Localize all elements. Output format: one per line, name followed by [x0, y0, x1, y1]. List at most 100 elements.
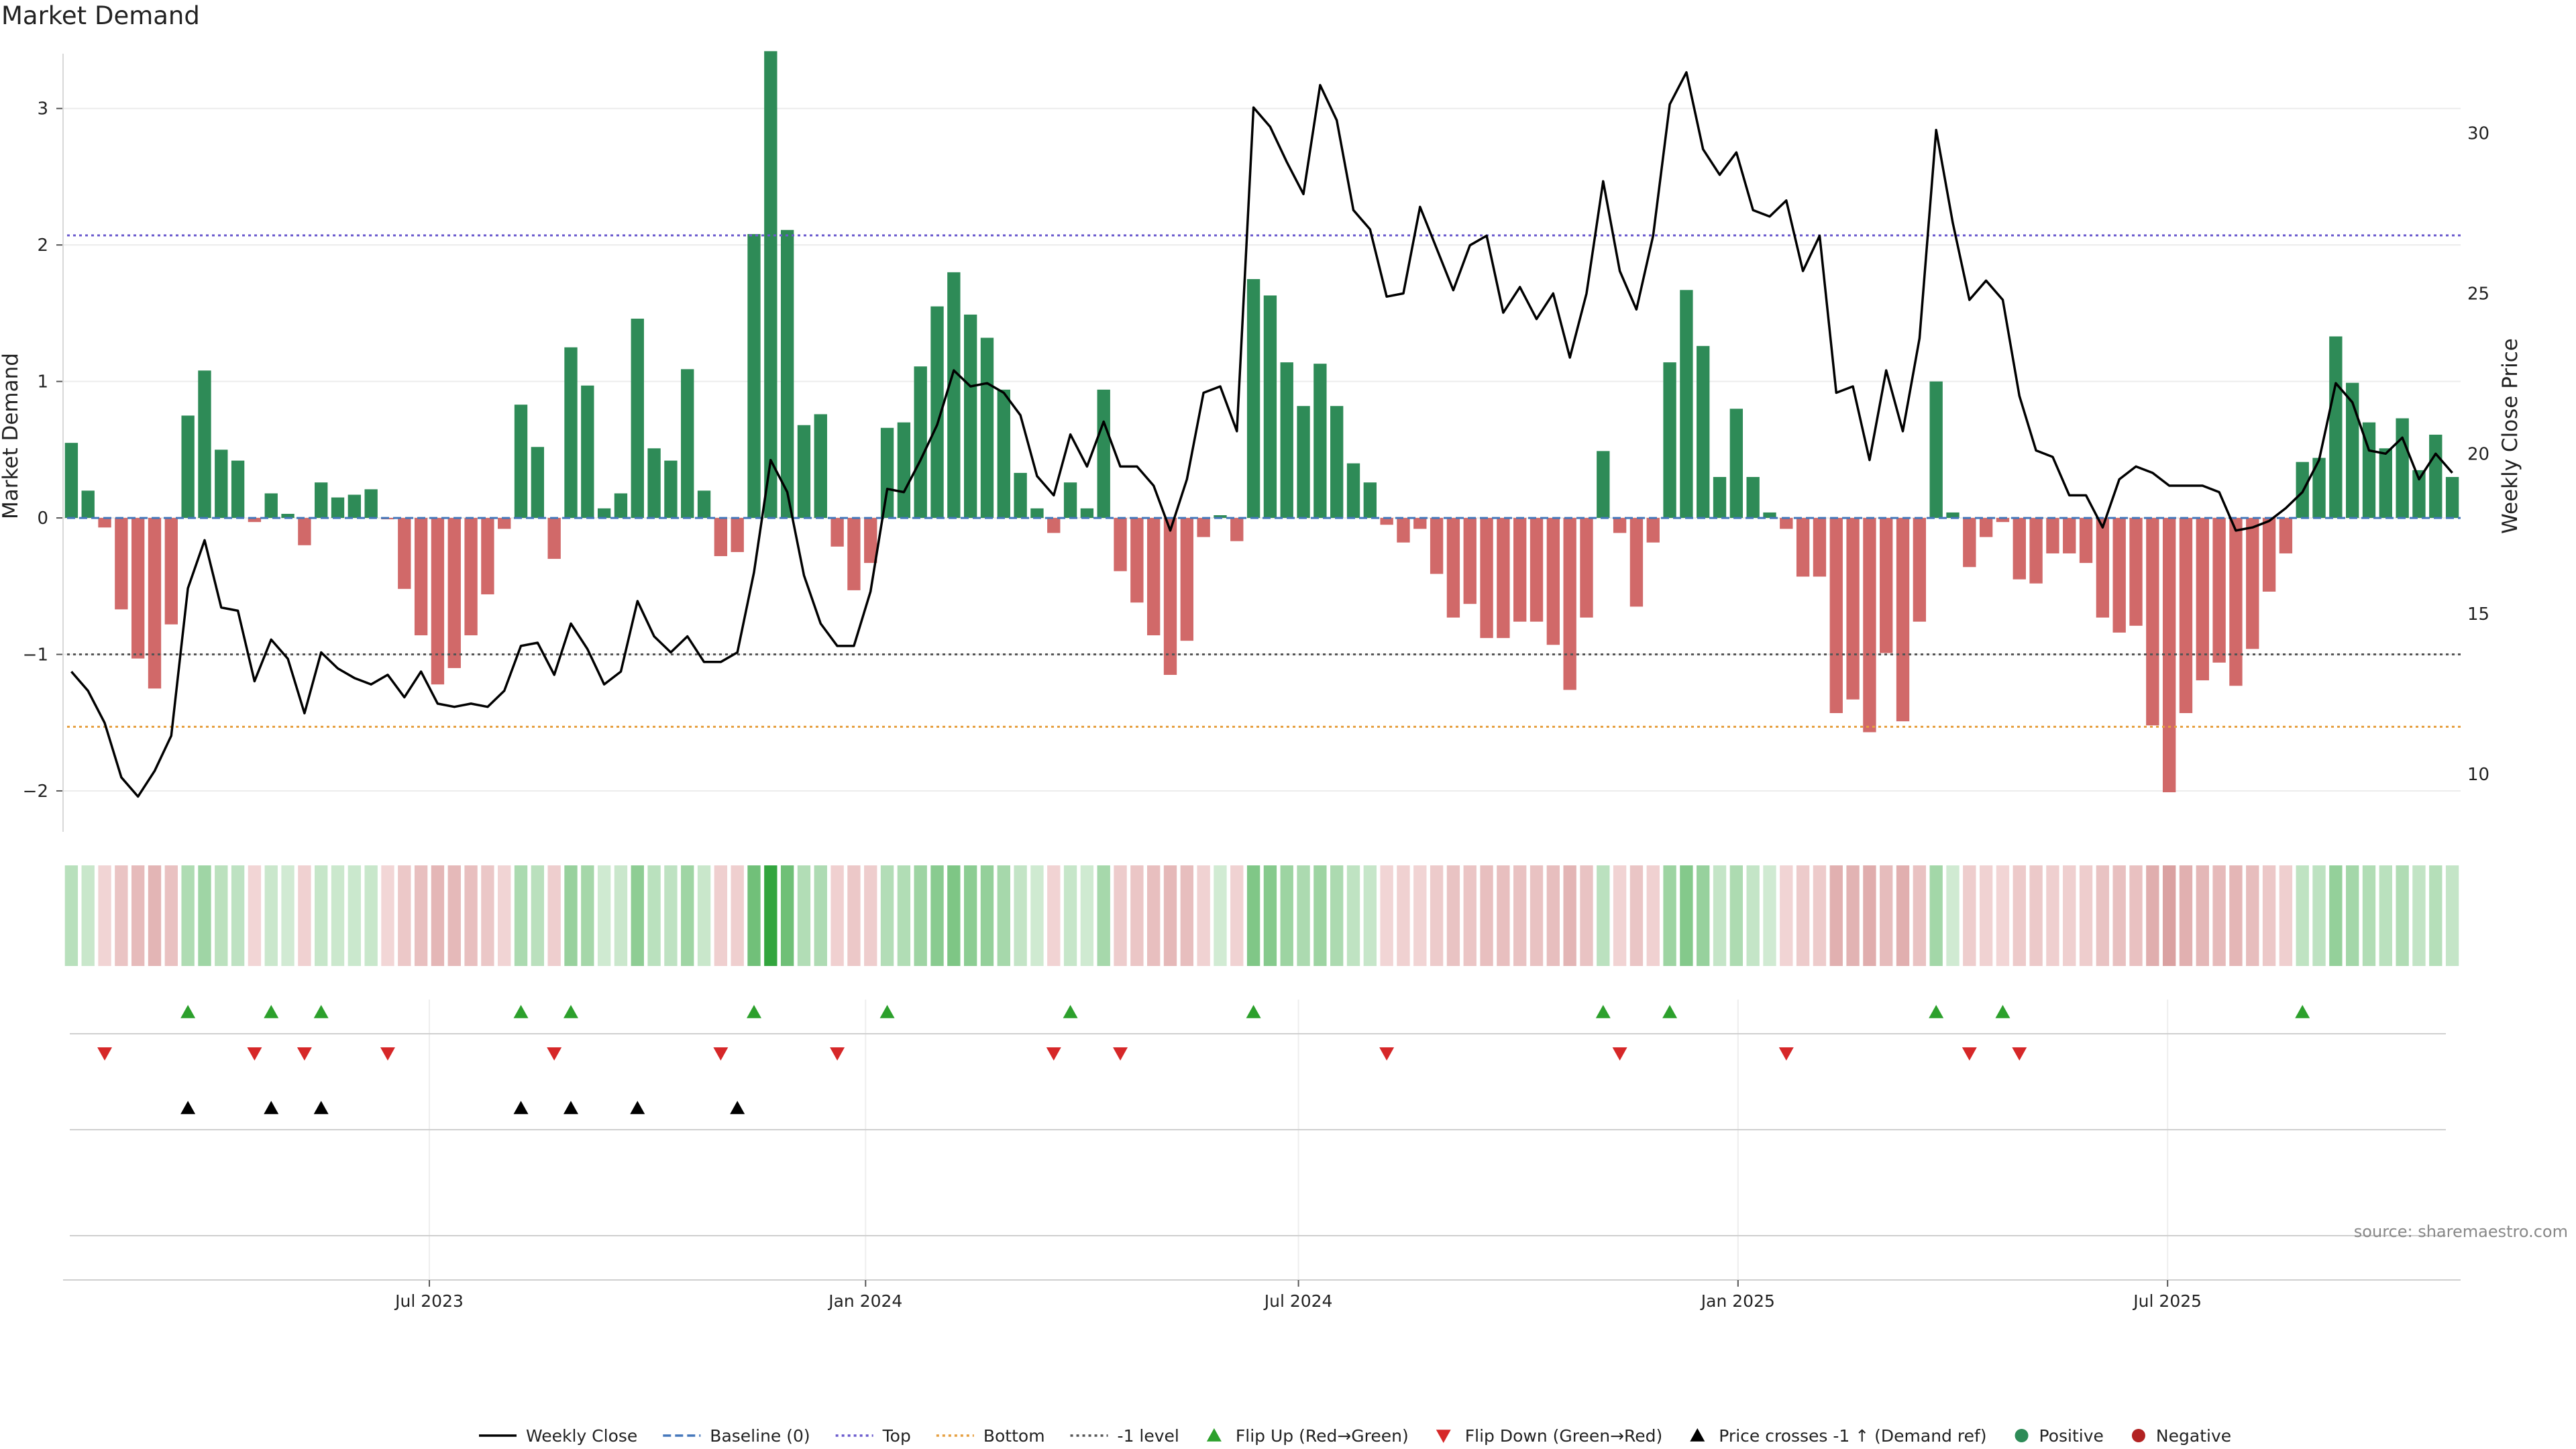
heat-cell	[2329, 865, 2343, 966]
demand-bar-positive	[531, 447, 545, 519]
heat-cell	[64, 865, 78, 966]
heat-cell	[1163, 865, 1177, 966]
demand-bar-positive	[814, 414, 827, 519]
heat-cell	[1929, 865, 1943, 966]
legend-item: Flip Up (Red→Green)	[1206, 1426, 1409, 1446]
heat-cell	[1280, 865, 1293, 966]
demand-bar-positive	[914, 366, 927, 519]
heat-cell	[298, 865, 311, 966]
heat-cell	[1697, 865, 1710, 966]
demand-bar-negative	[464, 518, 478, 636]
heat-cell	[980, 865, 994, 966]
legend-item: Flip Down (Green→Red)	[1436, 1426, 1662, 1446]
legend-swatch-triangle	[1690, 1428, 1705, 1442]
heat-cell	[148, 865, 162, 966]
demand-bar-negative	[398, 518, 411, 589]
demand-bar-negative	[1529, 518, 1544, 622]
x-tick-label: Jul 2023	[394, 1291, 464, 1311]
heat-cell	[464, 865, 478, 966]
heat-cell	[2096, 865, 2110, 966]
demand-bar-positive	[198, 370, 211, 519]
y2-tick-label: 25	[2467, 284, 2489, 304]
heat-cell	[2162, 865, 2176, 966]
demand-bar-positive	[1280, 362, 1293, 519]
y2-tick-label: 10	[2467, 765, 2489, 785]
heat-cell	[897, 865, 911, 966]
demand-bar-positive	[1313, 364, 1327, 519]
demand-bar-negative	[248, 518, 262, 523]
heat-cell	[1763, 865, 1776, 966]
demand-bar-negative	[1463, 518, 1477, 604]
heat-cell	[531, 865, 545, 966]
heat-cell	[2029, 865, 2043, 966]
demand-bar-negative	[847, 518, 861, 590]
heat-cell	[1979, 865, 1993, 966]
heat-cell	[947, 865, 961, 966]
demand-bar-positive	[930, 306, 944, 519]
demand-bar-negative	[1480, 518, 1493, 639]
heat-cell	[2429, 865, 2443, 966]
heat-cell	[281, 865, 294, 966]
demand-bar-negative	[115, 518, 128, 610]
y-tick-label: −2	[23, 782, 48, 802]
heat-cell	[2112, 865, 2126, 966]
heat-cell	[1796, 865, 1810, 966]
demand-bar-negative	[1380, 518, 1393, 525]
heat-cell	[564, 865, 578, 966]
heat-cell	[1713, 865, 1727, 966]
heat-cell	[1546, 865, 1560, 966]
flip-up-marker	[2295, 1005, 2310, 1018]
legend-item: Baseline (0)	[663, 1426, 810, 1446]
heat-cell	[1446, 865, 1460, 966]
heat-cell	[1996, 865, 2010, 966]
demand-bar-positive	[1063, 482, 1077, 519]
demand-bar-positive	[697, 490, 711, 519]
heat-cell	[1846, 865, 1860, 966]
legend-label: Top	[882, 1426, 911, 1446]
heat-cell	[1829, 865, 1843, 966]
demand-bar-positive	[647, 448, 661, 519]
heat-cell	[664, 865, 678, 966]
demand-bar-negative	[547, 518, 561, 559]
demand-bar-positive	[1697, 345, 1710, 519]
heat-cell	[2046, 865, 2059, 966]
demand-bar-negative	[1846, 518, 1860, 700]
heat-cell	[1513, 865, 1527, 966]
heat-cell	[2212, 865, 2226, 966]
demand-bar-positive	[2312, 458, 2326, 519]
demand-bar-negative	[1613, 518, 1627, 533]
heat-cell	[1563, 865, 1576, 966]
demand-bar-negative	[2079, 518, 2093, 564]
heat-cell	[1680, 865, 1693, 966]
price-cross-marker	[313, 1101, 329, 1114]
flip-down-marker	[380, 1047, 395, 1061]
heat-cell	[1780, 865, 1793, 966]
heat-cell	[1063, 865, 1077, 966]
legend-swatch-triangle	[1206, 1428, 1222, 1442]
heat-cell	[2146, 865, 2159, 966]
heat-cell	[131, 865, 145, 966]
heat-cell	[697, 865, 711, 966]
heat-cell	[2079, 865, 2093, 966]
heat-cell	[780, 865, 794, 966]
demand-bar-negative	[1996, 518, 2010, 523]
heat-cell	[930, 865, 944, 966]
heat-cell	[997, 865, 1010, 966]
heat-cell	[1263, 865, 1277, 966]
heat-cell	[1880, 865, 1893, 966]
demand-bar-negative	[2012, 518, 2026, 580]
heat-cell	[1430, 865, 1444, 966]
demand-bar-negative	[1580, 518, 1593, 618]
heat-cell	[2262, 865, 2276, 966]
heat-cell	[1030, 865, 1044, 966]
heat-cell	[164, 865, 178, 966]
flip-down-marker	[713, 1047, 729, 1061]
heat-cell	[814, 865, 827, 966]
demand-bar-positive	[1030, 508, 1044, 519]
heat-cell	[1896, 865, 1910, 966]
heat-cell	[2229, 865, 2243, 966]
x-tick-label: Jul 2025	[2132, 1291, 2202, 1311]
demand-bar-negative	[1397, 518, 1410, 543]
heat-cell	[1246, 865, 1260, 966]
demand-bar-positive	[2412, 470, 2426, 519]
